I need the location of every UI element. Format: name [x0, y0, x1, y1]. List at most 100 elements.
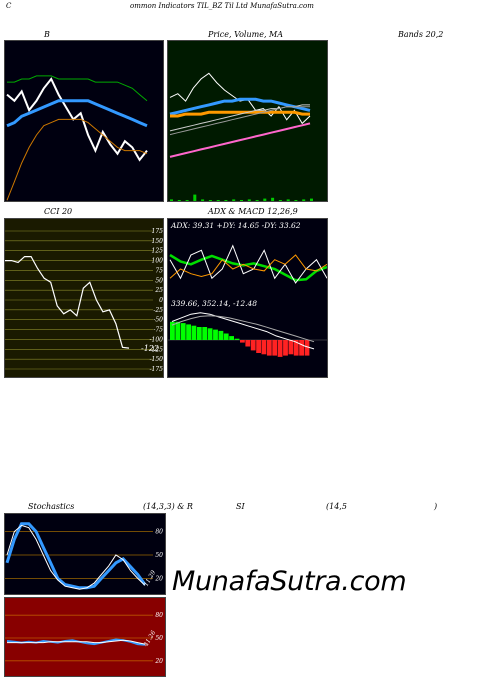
stoch-d-line [6, 524, 146, 590]
cci-panel: 175 150 125 100 75 50 25 0 -25 -50 -75 -100 -125 -150… [4, 218, 164, 378]
pma-ma_blue-line [169, 97, 311, 116]
macd-histogram-bar [213, 329, 218, 340]
adx-adx-line [169, 253, 327, 282]
stoch-tick-label: 50 [155, 552, 163, 559]
cci-line [5, 255, 130, 349]
volume-bar [286, 199, 290, 201]
cci-tick-label: -25 [153, 307, 163, 314]
rsi-tick-label: 50 [155, 635, 163, 642]
cci-tick-label: -50 [153, 317, 163, 324]
volume-bar [278, 200, 282, 201]
adx-plus_di-line [169, 244, 327, 284]
pma-ma_grey_2-line [169, 106, 310, 136]
cci-tick-label: 150 [152, 238, 164, 245]
volume-bar [247, 199, 251, 201]
cci-tick-label: 125 [152, 248, 164, 255]
macd-histogram-bar [234, 338, 240, 340]
label-bands: Bands 20,2 [398, 30, 444, 39]
macd-histogram-bar [266, 340, 272, 356]
label-stoch-params: (14,3,3) & R [143, 502, 193, 511]
stoch-tick-label: 20 [154, 575, 163, 582]
macd-histogram-bar [175, 321, 181, 340]
label-stoch: Stochastics [28, 502, 75, 511]
pma-ma_pink-line [169, 122, 311, 158]
volume-bar [201, 199, 205, 201]
cci-tick-label: 0 [159, 297, 163, 304]
pma-price-line [169, 72, 311, 125]
bollinger-upper-line [7, 75, 148, 102]
volume-bar [170, 199, 173, 201]
volume-bar [232, 199, 236, 201]
cci-tick-label: 50 [155, 277, 163, 284]
bollinger-chart [6, 75, 148, 201]
adx-macd-chart [168, 244, 327, 357]
label-si: SI [236, 502, 245, 511]
cci-tick-label: 75 [155, 267, 163, 274]
label-price-ma: Price, Volume, MA [208, 30, 284, 39]
macd-signal-line [171, 315, 315, 343]
stochastics-panel: 80 50 20 11.29 [4, 513, 166, 595]
cci-tick-label: -175 [150, 366, 164, 373]
cci-tick-label: 100 [152, 258, 164, 265]
price-ma-chart [169, 72, 313, 201]
macd-histogram-bar [186, 324, 191, 340]
label-cci: CCI 20 [44, 207, 73, 216]
pma-ma_orange-line [170, 110, 310, 118]
cci-tick-label: -125 [150, 346, 164, 353]
volume-bar [224, 200, 228, 201]
macd-histogram-bar [202, 327, 208, 340]
macd-histogram-bar [245, 340, 251, 347]
cci-tick-label: -75 [153, 327, 163, 334]
cci-tick-label: -100 [150, 336, 164, 343]
volume-bar [185, 200, 189, 201]
bollinger-price-line [6, 77, 148, 162]
macd-histogram-bar [299, 340, 304, 356]
macd-histogram-bar [261, 340, 267, 355]
label-close-paren: ) [434, 502, 438, 511]
volume-bar [255, 200, 259, 201]
label-b: B [44, 30, 50, 39]
macd-histogram-bar [196, 327, 202, 340]
volume-bar [302, 199, 306, 201]
stoch-k-line [5, 522, 147, 590]
cci-chart: 175 150 125 100 75 50 25 0 -25 -50 -75 -100 -125 -150… [5, 228, 164, 373]
macd-histogram-bar [223, 333, 229, 340]
rsi-tick-label: 80 [155, 612, 163, 619]
rsi-panel: 80 50 20 41.26 [4, 597, 166, 677]
stoch-tick-label: 80 [155, 529, 163, 536]
macd-histogram-bar [293, 340, 299, 356]
macd-histogram-bar [170, 321, 175, 340]
adx-readout: ADX: 39.31 +DY: 14.65 -DY: 33.62 [171, 221, 301, 230]
macd-histogram-bar [283, 340, 288, 356]
header-c-letter: C [6, 2, 12, 10]
volume-bar [271, 197, 275, 201]
volume-bar [240, 200, 243, 201]
rsi-rsi_ma-line [7, 639, 146, 645]
label-adx-macd: ADX & MACD 12,26,9 [208, 207, 298, 216]
macd-macd-line [171, 312, 315, 350]
watermark: MunafaSutra.com [172, 566, 407, 597]
price-ma-panel [167, 40, 328, 202]
macd-histogram-bar [229, 336, 234, 340]
volume-bar [263, 198, 267, 201]
adx-macd-panel: ADX: 39.31 +DY: 14.65 -DY: 33.62 339.66,… [167, 218, 328, 378]
cci-tick-label: 175 [152, 228, 164, 235]
cci-tick-label: 25 [154, 287, 163, 294]
header-title: ommon Indicators TIL_BZ Til Ltd MunafaSu… [130, 2, 314, 10]
macd-histogram-bar [240, 340, 245, 343]
macd-histogram-bar [180, 323, 186, 340]
macd-histogram-bar [272, 340, 278, 356]
volume-bar [216, 200, 220, 201]
macd-histogram-bar [256, 340, 261, 353]
cci-tick-label: -150 [150, 356, 164, 363]
bollinger-panel [4, 40, 164, 202]
macd-histogram-bar [191, 325, 197, 340]
volume-bar [310, 198, 313, 201]
macd-histogram-bar [207, 328, 213, 340]
macd-histogram-bar [277, 340, 283, 357]
label-rsi-params: (14,5 [326, 502, 347, 511]
bollinger-middle-line [6, 99, 148, 128]
rsi-tick-label: 20 [154, 658, 163, 665]
